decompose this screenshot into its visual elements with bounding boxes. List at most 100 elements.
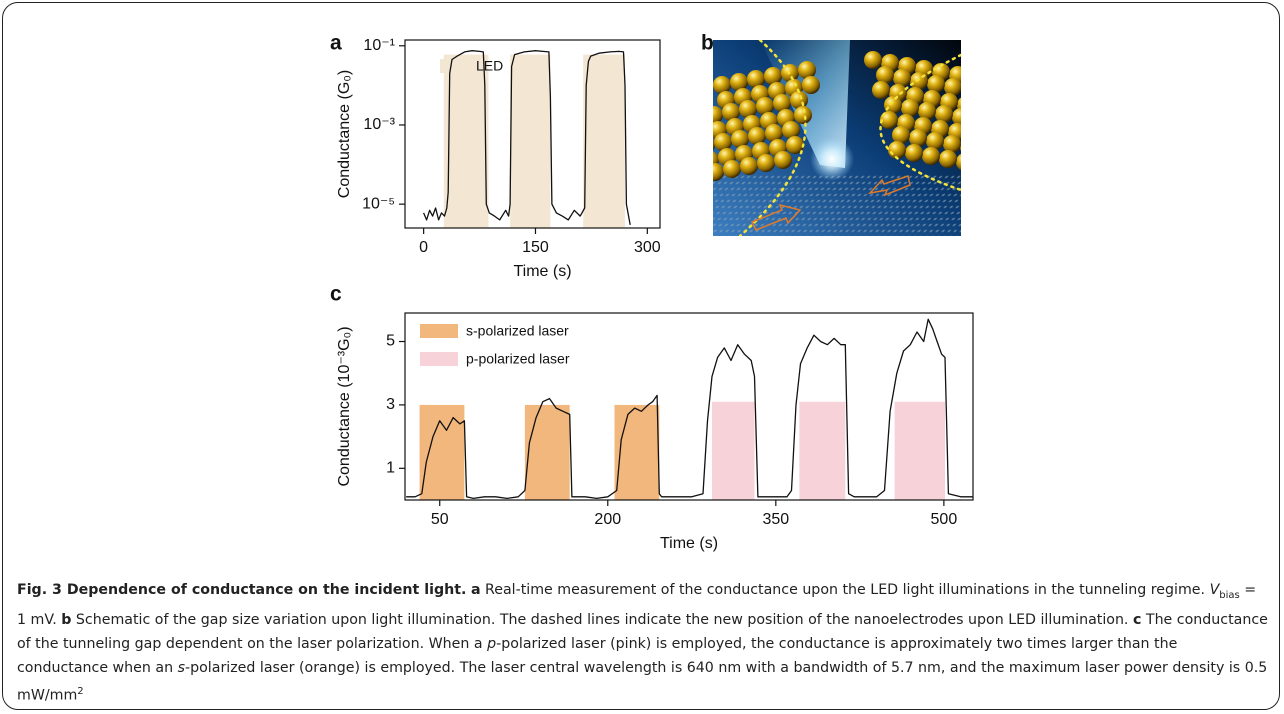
illumination-region [799, 401, 846, 500]
x-axis-label: Time (s) [660, 535, 718, 552]
gold-sphere [756, 97, 774, 115]
gold-sphere [944, 78, 961, 96]
gold-sphere [713, 139, 715, 151]
conductance-trace [406, 318, 973, 500]
y-tick-label: 3 [386, 396, 395, 413]
caption-run: V [1209, 582, 1220, 598]
gold-sphere [965, 126, 983, 144]
y-tick-label: 10⁻³ [363, 116, 395, 133]
plot-frame [404, 39, 661, 229]
gold-sphere [730, 73, 748, 91]
y-tick-label: 10⁻¹ [363, 37, 395, 54]
caption-run: s [177, 659, 185, 676]
gold-sphere [864, 51, 882, 69]
legend-label: p-polarized laser [466, 351, 570, 367]
gold-sphere [901, 99, 919, 117]
caption-run: Schematic of the gap size variation upon… [71, 611, 1133, 628]
gold-sphere [922, 147, 940, 165]
illumination-region [583, 54, 625, 229]
gold-sphere [872, 81, 890, 99]
gold-sphere [905, 144, 923, 162]
legend-swatch [420, 352, 458, 366]
plot-frame [404, 312, 974, 501]
legend-swatch [420, 324, 458, 338]
gold-sphere [956, 153, 961, 171]
illumination-region [711, 401, 755, 500]
gold-sphere [713, 76, 731, 94]
schematic [689, 40, 995, 236]
gold-sphere [713, 106, 723, 124]
gold-sphere [689, 166, 707, 184]
x-tick-label: 0 [419, 239, 428, 256]
y-tick-label: 10⁻⁵ [362, 195, 395, 212]
motion-arrow [750, 203, 802, 231]
gold-sphere [884, 96, 902, 114]
caption-run: -polarized laser (pink) is employed, the… [17, 635, 1178, 676]
caption-run: = 1 mV. [17, 582, 1257, 628]
gold-sphere [774, 151, 792, 169]
gold-sphere [773, 94, 791, 112]
gold-sphere [747, 70, 765, 88]
x-tick-label: 350 [762, 511, 789, 528]
x-tick-label: 50 [431, 511, 449, 528]
caption-run: Fig. 3 Dependence of conductance on the … [17, 582, 467, 598]
gold-sphere [935, 105, 953, 123]
gold-sphere [960, 142, 961, 152]
gold-sphere [802, 76, 820, 94]
caption-run: -polarized laser (orange) is employed. T… [17, 659, 1268, 704]
gold-sphere [927, 75, 945, 93]
gold-sphere [722, 103, 740, 121]
gold-sphere [876, 66, 894, 84]
gold-sphere [731, 130, 749, 148]
caption-run: a [470, 582, 481, 598]
caption-run: The conductance of the tunneling gap dep… [17, 611, 1268, 652]
caption-run: p [487, 635, 497, 652]
gold-sphere [926, 132, 944, 150]
gold-sphere [748, 127, 766, 145]
gold-sphere [723, 160, 741, 178]
caption: Fig. 3 Dependence of conductance on the … [17, 578, 1269, 708]
gold-sphere [757, 154, 775, 172]
y-tick-label: 1 [386, 460, 395, 477]
illumination-region [524, 404, 570, 500]
caption-run: bias [1219, 589, 1240, 601]
gold-sphere [798, 61, 816, 79]
gold-sphere [888, 141, 906, 159]
gold-sphere [739, 100, 757, 118]
x-tick-label: 300 [634, 239, 661, 256]
motion-arrow [867, 175, 911, 197]
conductance-trace [423, 50, 631, 226]
illumination-region [614, 404, 660, 500]
x-tick-label: 150 [522, 239, 549, 256]
gold-sphere [977, 141, 995, 159]
x-tick-label: 500 [931, 511, 958, 528]
gold-sphere [786, 136, 804, 154]
panel-label: b [701, 32, 714, 55]
x-axis-label: Time (s) [513, 263, 571, 280]
y-axis-label: Conductance (10⁻³G₀) [336, 326, 353, 486]
caption-run: c [1132, 611, 1142, 628]
legend-label: LED [476, 58, 503, 74]
gold-sphere [969, 111, 987, 129]
gold-sphere [943, 135, 961, 153]
dashed-boundary [879, 53, 961, 192]
y-tick-label: 5 [386, 333, 395, 350]
gold-sphere [892, 126, 910, 144]
y-axis-label: Conductance (G₀) [336, 70, 353, 198]
illumination-region [894, 401, 945, 500]
gold-sphere [765, 124, 783, 142]
gold-sphere [794, 106, 812, 124]
gold-sphere [740, 157, 758, 175]
gold-sphere [714, 133, 732, 151]
illumination-region [510, 54, 551, 229]
gold-sphere [909, 129, 927, 147]
caption-run: b [61, 611, 72, 628]
legend-label: s-polarized laser [466, 323, 569, 339]
gold-sphere [764, 67, 782, 85]
gold-sphere [782, 121, 800, 139]
caption-run: 2 [77, 685, 84, 697]
x-tick-label: 200 [594, 511, 621, 528]
